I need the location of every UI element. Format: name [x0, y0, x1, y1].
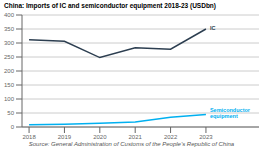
- svg-text:0: 0: [11, 124, 15, 130]
- svg-text:350: 350: [8, 26, 15, 32]
- svg-text:2021: 2021: [129, 134, 143, 139]
- html-text:Source: General Administration: Source: General Administration of Custom…: [28, 141, 235, 147]
- svg-text:2020: 2020: [93, 134, 107, 139]
- svg-text:IC: IC: [210, 25, 216, 31]
- svg-text:200: 200: [8, 68, 15, 74]
- svg-text:2022: 2022: [164, 134, 178, 139]
- svg-text:2018: 2018: [22, 134, 36, 139]
- html-text:China: Imports of IC and semic: China: Imports of IC and semiconductor e…: [4, 2, 216, 9]
- svg-text:400: 400: [8, 12, 15, 18]
- svg-text:150: 150: [8, 82, 15, 88]
- svg-text:2023: 2023: [199, 134, 213, 139]
- svg-text:2019: 2019: [58, 134, 72, 139]
- svg-text:100: 100: [8, 96, 15, 102]
- svg-text:50: 50: [8, 110, 15, 116]
- svg-text:Semiconductorequipment: Semiconductorequipment: [210, 108, 251, 120]
- svg-text:250: 250: [8, 54, 15, 60]
- svg-text:300: 300: [8, 40, 15, 46]
